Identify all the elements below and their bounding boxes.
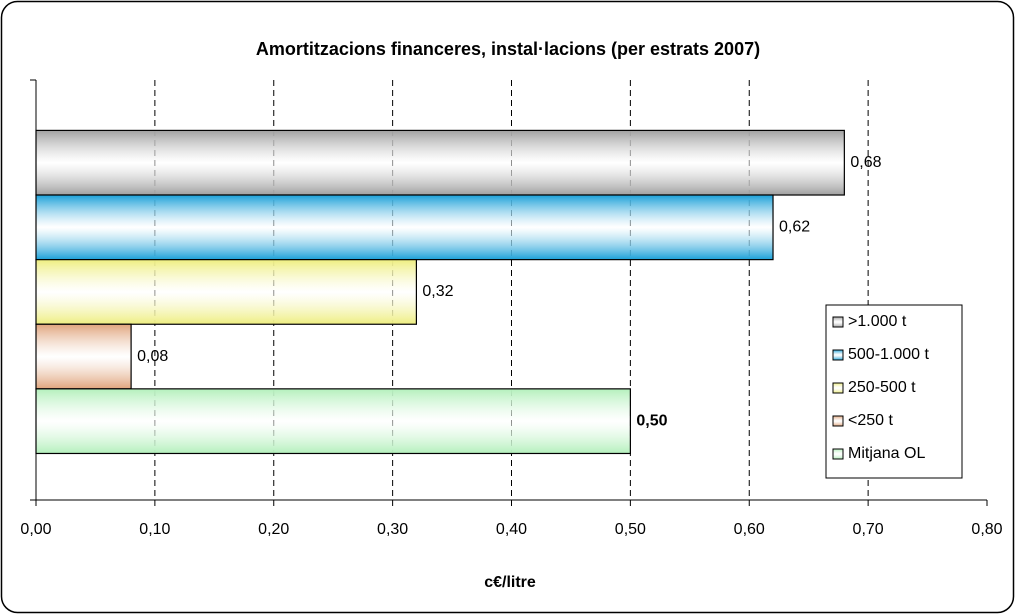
legend-label: 250-500 t [848, 379, 916, 396]
bar [35, 129, 845, 196]
legend-label: Mitjana OL [848, 445, 925, 462]
legend-label: 500-1.000 t [848, 346, 930, 363]
bar [35, 259, 417, 325]
x-tick-label: 0,20 [258, 521, 289, 538]
bar [35, 194, 774, 261]
x-axis-label: c€/litre [484, 574, 536, 591]
legend-swatch [832, 382, 844, 394]
legend-box [825, 304, 963, 479]
data-label: 0,08 [137, 348, 168, 365]
x-tick-label: 0,10 [139, 521, 170, 538]
bar [35, 388, 631, 455]
x-tick-label: 0,00 [20, 521, 51, 538]
legend-label: >1.000 t [848, 313, 907, 330]
data-label: 0,68 [850, 154, 881, 171]
x-tick-label: 0,70 [853, 521, 884, 538]
data-label: 0,32 [422, 283, 453, 300]
x-tick-label: 0,30 [377, 521, 408, 538]
data-label: 0,62 [779, 219, 810, 236]
legend-label: <250 t [848, 412, 893, 429]
x-tick-label: 0,80 [971, 521, 1002, 538]
x-tick-label: 0,50 [615, 521, 646, 538]
legend-swatch [832, 316, 844, 328]
x-tick-label: 0,60 [734, 521, 765, 538]
chart-title: Amortitzacions financeres, instal·lacion… [256, 39, 760, 59]
x-tick-label: 0,40 [496, 521, 527, 538]
bar [35, 323, 132, 390]
legend-swatch [832, 415, 844, 427]
data-label: 0,50 [636, 412, 667, 429]
legend-swatch [832, 349, 844, 361]
legend-swatch [832, 448, 844, 460]
